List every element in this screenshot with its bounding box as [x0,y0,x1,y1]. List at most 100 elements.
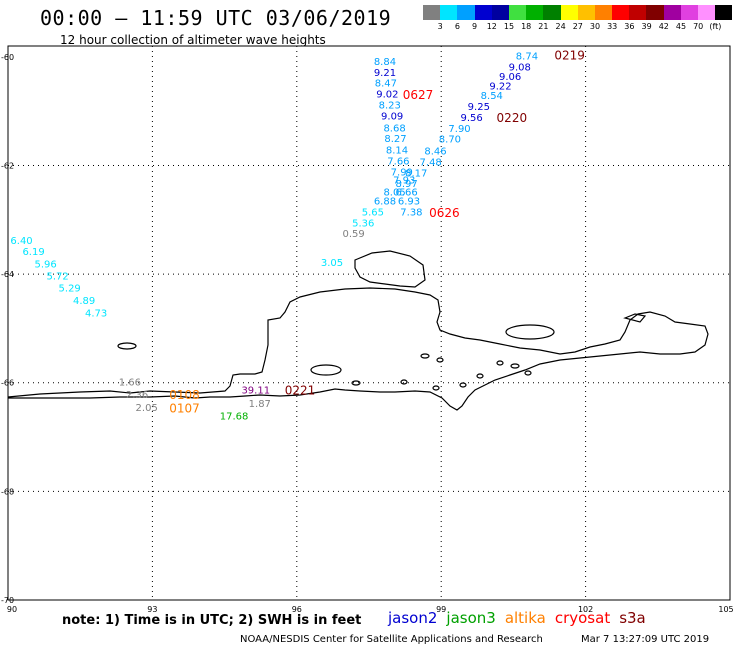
island-small-west [117,342,137,350]
lat-tick-label: -62 [1,161,14,170]
legend-swatch [543,5,561,20]
wave-height-value: 9.22 [489,81,511,92]
wave-height-value: 5.29 [59,283,81,294]
wave-height-value: 7.66 [387,156,409,167]
satellite-jason3: jason3 [446,609,496,627]
legend-label: 30 [589,22,601,31]
wave-height-value: 6.93 [398,197,420,208]
pass-time-label: 0626 [429,206,460,220]
wave-height-value: 4.89 [73,296,95,307]
legend-swatch [715,5,733,20]
wave-height-value: 9.25 [468,102,490,113]
island-east [505,324,555,340]
legend-label: 18 [521,22,532,31]
map-subtitle: 12 hour collection of altimeter wave hei… [60,33,326,47]
wave-height-value: 8.70 [439,135,461,146]
wave-height-value: 1.87 [249,399,271,410]
credit-line: NOAA/NESDIS Center for Satellite Applica… [240,634,543,645]
wave-height-value: 8.47 [375,79,397,90]
footnote: note: 1) Time is in UTC; 2) SWH is in fe… [62,613,362,628]
wave-height-value: 9.56 [460,113,482,124]
wave-height-value: 9.06 [499,72,521,83]
wave-height-value: 9.08 [509,62,531,73]
wave-height-value: 7.99 [391,167,413,178]
legend-swatch [646,5,664,20]
wave-height-value: 8.97 [395,179,417,190]
wave-height-value: 5.72 [47,272,69,283]
lat-tick-label: -64 [1,270,14,279]
legend-label: 70 [693,22,704,31]
wave-height-value: 8.27 [384,134,406,145]
satellite-jason2: jason2 [388,609,438,627]
wave-height-value: 8.17 [405,168,427,179]
coastline [7,250,709,411]
legend-label: 3 [437,22,443,31]
wave-height-value: 8.84 [374,57,396,68]
legend-label: 42 [658,22,669,31]
wave-height-value: 6.66 [395,187,417,198]
legend-swatch [680,5,698,20]
legend-swatch [423,5,441,20]
lon-tick-label: 90 [7,605,17,614]
wave-height-value: 2.05 [136,403,158,414]
wave-height-value: 0.59 [343,229,365,240]
legend-label: 45 [675,22,687,31]
legend-swatch [560,5,578,20]
legend-label: 24 [555,22,566,31]
wave-height-value: 9.02 [376,90,398,101]
wave-height-value: 17.68 [220,412,249,423]
wave-height-value: 39.11 [241,386,270,397]
color-legend-bar [423,5,733,20]
lat-tick-label: -70 [1,596,14,605]
islet-4 [510,363,520,369]
legend-label: 27 [572,22,583,31]
satellite-cryosat: cryosat [554,609,611,627]
islet-1 [420,353,430,359]
lon-tick-label: 102 [578,605,593,614]
wave-height-value: 7.48 [420,157,442,168]
pass-time-label: 0221 [285,384,316,398]
lat-tick-label: -66 [1,379,14,388]
axis-tick-labels: 90 93 96 99 102 105 -60 -62 -64 -66 -68 -70 [1,53,734,614]
legend-swatch [663,5,681,20]
islet-9 [351,380,361,386]
legend-swatch [474,5,492,20]
satellite-s3a: s3a [619,609,646,627]
legend-swatch [440,5,458,20]
wave-height-value: 3.05 [321,258,343,269]
legend-swatch [508,5,527,20]
lon-tick-label: 105 [718,605,733,614]
legend-label: 33 [607,22,618,31]
legend-label: 39 [641,22,652,31]
wave-height-value: 9.21 [374,68,396,79]
map-frame [7,45,731,601]
islet-2 [436,357,444,363]
legend-label: 36 [624,22,635,31]
legend-label: 6 [454,22,460,31]
islet-7 [459,382,467,388]
wave-height-labels: 8.749.089.069.228.549.259.567.908.708.46… [10,52,538,423]
wave-height-value: 5.36 [352,218,374,229]
pass-time-label: 0108 [169,388,200,402]
map-title: 00:00 – 11:59 UTC 03/06/2019 [40,6,392,30]
legend-swatch [594,5,613,20]
wave-height-value: 7.90 [448,124,470,135]
lon-tick-label: 93 [147,605,157,614]
legend-label: 12 [486,22,497,31]
wave-height-value: 8.54 [481,91,503,102]
wave-height-value: 8.14 [386,146,408,157]
lat-tick-label: -68 [1,487,14,496]
wave-height-value: 8.74 [516,52,538,63]
wave-height-value: 9.09 [381,111,403,122]
legend-swatch [526,5,544,20]
wave-height-value: 8.05 [383,187,405,198]
wave-height-value: 7.38 [400,207,422,218]
color-legend-labels: 3 6 9 12 15 18 21 24 27 30 33 36 39 42 45 70 (ft) [423,22,740,34]
wave-height-value: 8.68 [383,123,405,134]
pass-time-label: 0219 [554,49,585,63]
legend-label: (ft) [709,22,722,31]
legend-label: 15 [503,22,515,31]
legend-swatch [698,5,716,20]
ice-tongue [354,250,426,288]
